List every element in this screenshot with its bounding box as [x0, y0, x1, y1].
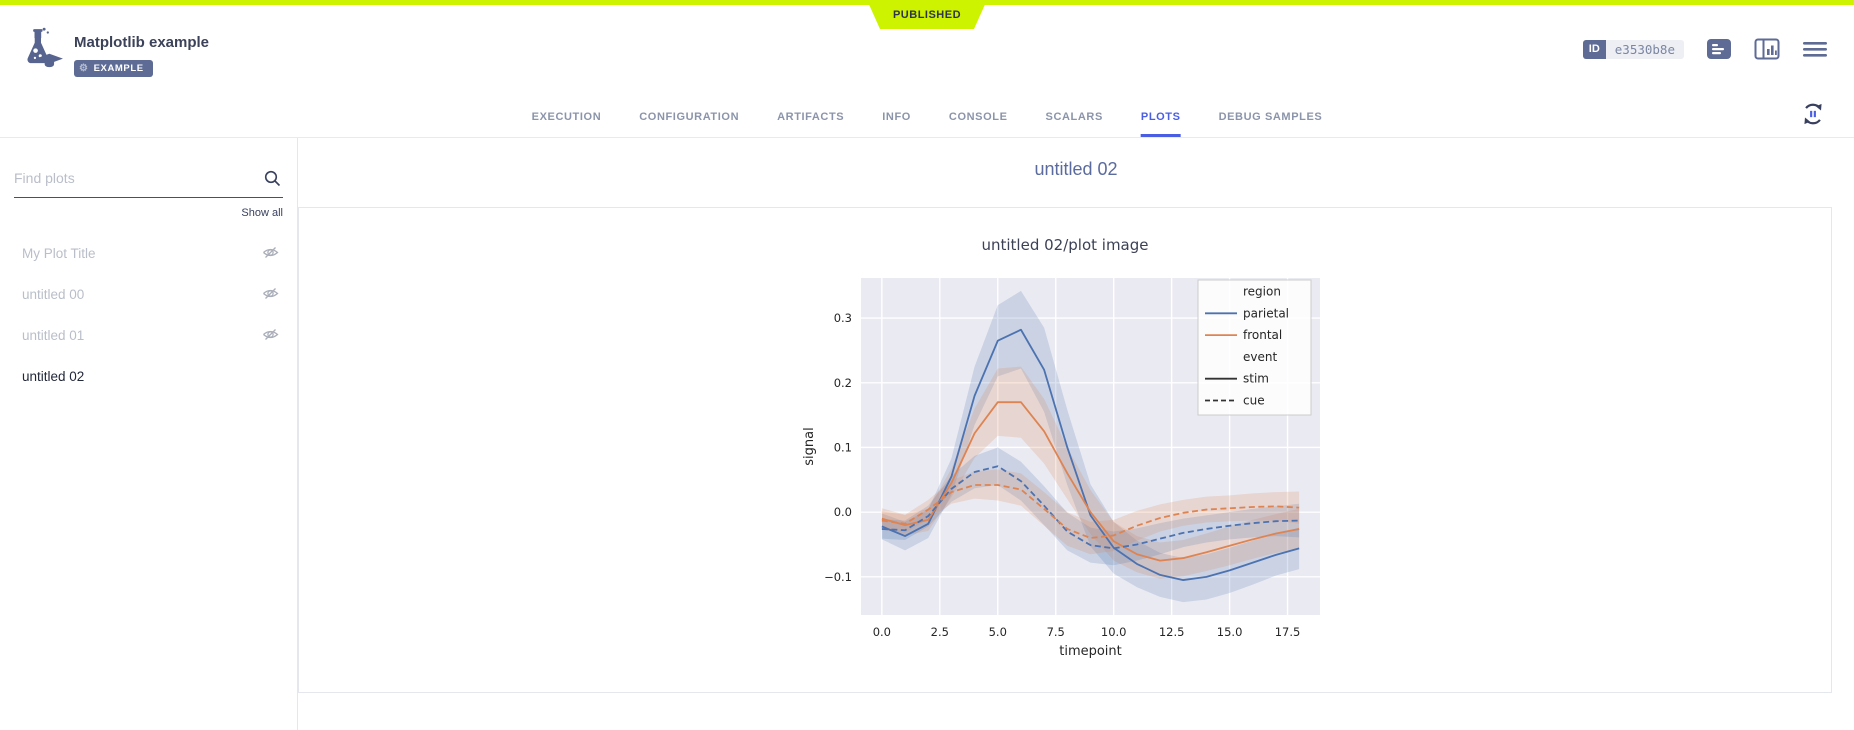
figure-title: untitled 02/plot image: [981, 236, 1149, 254]
svg-text:signal: signal: [802, 427, 817, 465]
auto-refresh-pause-icon[interactable]: [1800, 101, 1826, 132]
svg-text:0.1: 0.1: [833, 440, 851, 454]
tab-configuration[interactable]: CONFIGURATION: [639, 111, 740, 123]
svg-text:0.2: 0.2: [833, 376, 851, 390]
svg-text:parietal: parietal: [1243, 306, 1289, 320]
eye-off-icon[interactable]: [262, 287, 279, 303]
experiment-title: Matplotlib example: [74, 34, 210, 51]
plot-item-label: untitled 00: [22, 287, 85, 302]
plot-canvas: −0.1 0.0 0.1 0.2 0.3 0.0 2.5 5.0 7.5 10.0 12.5 15.0…: [802, 278, 1320, 659]
svg-text:frontal: frontal: [1243, 328, 1282, 342]
plot-section-title: untitled 02: [1034, 159, 1118, 179]
svg-text:17.5: 17.5: [1274, 625, 1300, 639]
svg-text:timepoint: timepoint: [1059, 644, 1122, 659]
plot-item-label: My Plot Title: [22, 246, 96, 261]
menu-icon[interactable]: [1802, 39, 1828, 59]
tab-console[interactable]: CONSOLE: [948, 111, 1008, 123]
svg-text:region: region: [1243, 285, 1281, 299]
plot-list-item[interactable]: untitled 00: [0, 274, 297, 315]
search-icon[interactable]: [264, 170, 281, 192]
app-logo-flask-icon: [18, 27, 64, 77]
task-id-chip[interactable]: ID e3530b8e: [1582, 39, 1684, 59]
svg-text:0.3: 0.3: [833, 311, 851, 325]
svg-text:event: event: [1243, 350, 1277, 364]
search-box: [14, 170, 283, 198]
plot-list-item-selected[interactable]: untitled 02: [0, 356, 297, 397]
id-value: e3530b8e: [1605, 39, 1684, 59]
tab-plots[interactable]: PLOTS: [1140, 111, 1181, 137]
main-content: untitled 02 untitled 02/plot image −0.1 0…: [298, 138, 1854, 730]
svg-text:12.5: 12.5: [1158, 625, 1184, 639]
plots-sidebar: Show all My Plot Title untitled 00: [0, 138, 298, 730]
svg-text:5.0: 5.0: [988, 625, 1006, 639]
tab-execution[interactable]: EXECUTION: [531, 111, 602, 123]
plot-item-label: untitled 01: [22, 328, 85, 343]
id-label: ID: [1582, 39, 1606, 59]
plot-card: untitled 02/plot image −0.1 0.0 0.1 0.2 0.3 0…: [298, 207, 1832, 693]
plot-list-item[interactable]: My Plot Title: [0, 233, 297, 274]
details-icon[interactable]: [1706, 38, 1732, 60]
svg-text:15.0: 15.0: [1216, 625, 1242, 639]
gear-icon: ⚙: [79, 63, 89, 74]
svg-text:−0.1: −0.1: [824, 570, 852, 584]
plot-list: My Plot Title untitled 00: [0, 233, 297, 397]
tab-debug-samples[interactable]: DEBUG SAMPLES: [1218, 111, 1323, 123]
svg-text:stim: stim: [1243, 372, 1269, 386]
example-badge: ⚙ EXAMPLE: [74, 60, 153, 77]
svg-text:10.0: 10.0: [1100, 625, 1126, 639]
status-badge: PUBLISHED: [867, 0, 987, 29]
tab-scalars[interactable]: SCALARS: [1045, 111, 1103, 123]
svg-text:cue: cue: [1243, 394, 1265, 408]
plot-list-item[interactable]: untitled 01: [0, 315, 297, 356]
search-input[interactable]: [14, 170, 257, 186]
tab-info[interactable]: INFO: [882, 111, 911, 123]
svg-text:7.5: 7.5: [1046, 625, 1064, 639]
tab-artifacts[interactable]: ARTIFACTS: [777, 111, 845, 123]
svg-text:2.5: 2.5: [930, 625, 948, 639]
eye-off-icon[interactable]: [262, 246, 279, 262]
svg-text:0.0: 0.0: [872, 625, 890, 639]
tab-bar: EXECUTION CONFIGURATION ARTIFACTS INFO C…: [532, 111, 1323, 137]
eye-off-icon[interactable]: [262, 328, 279, 344]
header-actions: ID e3530b8e: [1582, 38, 1828, 60]
info-panel-icon[interactable]: [1754, 38, 1780, 60]
plot-item-label: untitled 02: [22, 369, 85, 384]
brand: Matplotlib example ⚙ EXAMPLE: [18, 27, 209, 77]
svg-text:0.0: 0.0: [833, 505, 851, 519]
show-all-link[interactable]: Show all: [241, 207, 283, 219]
